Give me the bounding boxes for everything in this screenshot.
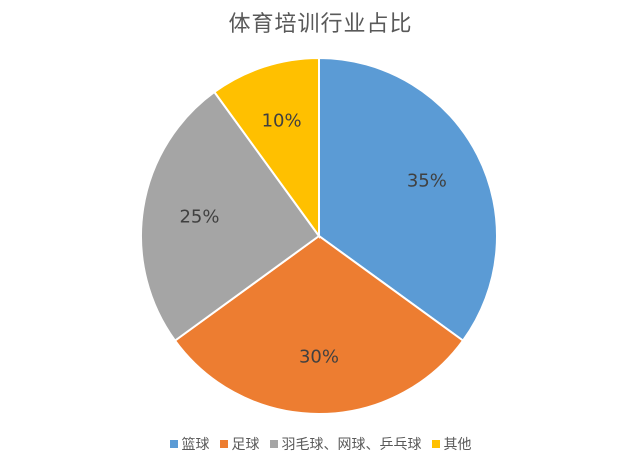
legend-label-football: 足球 [231,437,260,453]
legend-entry-racket-sports: 羽毛球、网球、乒乓球 [269,434,422,454]
legend-entry-basketball: 篮球 [169,434,210,454]
pie-slice-other [212,56,320,240]
pie-slice-football [173,234,465,415]
pie-label-racket-sports: 25% [179,207,219,228]
legend: 篮球 足球 羽毛球、网球、乒乓球 其他 [0,434,641,454]
legend-swatch-football [219,440,228,448]
pie-slices [140,56,498,415]
legend-entry-football: 足球 [219,434,260,454]
legend-entry-other: 其他 [431,434,472,454]
pie-slice-basketball [318,56,498,343]
pie-slice-racket-sports [140,90,321,343]
legend-label-racket-sports: 羽毛球、网球、乒乓球 [281,437,422,453]
pie-label-basketball: 35% [407,171,447,192]
legend-label-basketball: 篮球 [181,437,210,453]
pie-label-football: 30% [299,347,339,368]
legend-swatch-other [431,440,440,448]
legend-swatch-racket-sports [269,440,278,448]
legend-label-other: 其他 [443,437,472,453]
pie-labels: 35% 30% 25% 10% [179,110,446,367]
chart-title: 体育培训行业占比 [228,12,413,37]
pie-label-other: 10% [262,110,302,131]
legend-swatch-basketball [169,440,178,448]
